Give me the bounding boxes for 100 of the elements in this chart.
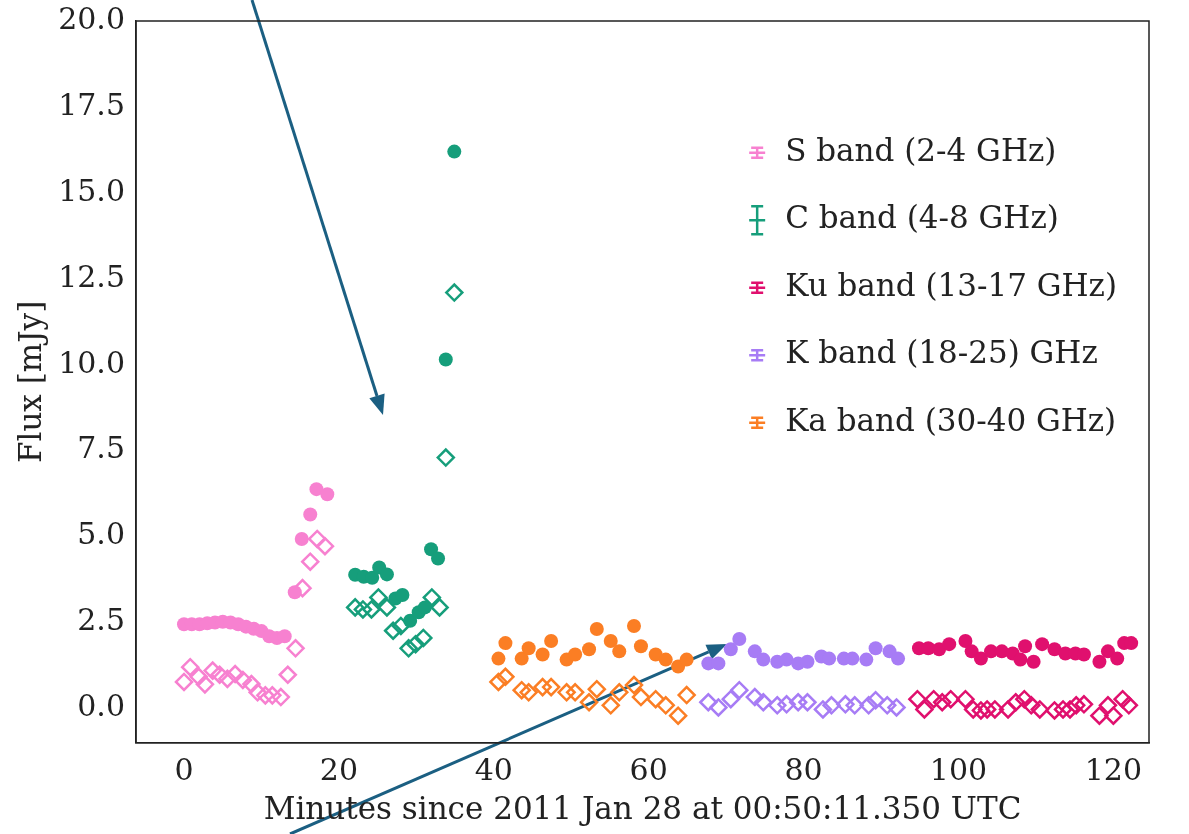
point (287, 585, 302, 600)
point (1045, 701, 1064, 720)
point (977, 700, 997, 719)
point (496, 667, 515, 687)
legend-label: Ku band (13-17 GHz) (785, 266, 1117, 303)
point (189, 667, 208, 687)
point (422, 588, 442, 607)
point (519, 683, 538, 702)
point (180, 657, 200, 677)
y-tick-label: 15.0 (58, 172, 125, 208)
point (233, 670, 253, 690)
point (800, 654, 815, 669)
y-tick-label: 7.5 (77, 430, 125, 466)
point (699, 692, 718, 712)
point (1060, 700, 1080, 719)
point (557, 683, 576, 702)
point (754, 692, 773, 712)
point (1018, 639, 1033, 654)
point (859, 652, 874, 667)
point (1006, 692, 1026, 712)
point (286, 639, 305, 658)
legend-label: S band (2-4 GHz) (785, 131, 1057, 168)
y-tick-label: 20.0 (58, 0, 125, 36)
point (1119, 696, 1139, 715)
x-tick-label: 20 (319, 751, 358, 787)
point (1110, 651, 1125, 666)
point (491, 651, 506, 666)
point (1013, 652, 1028, 667)
y-tick-label: 12.5 (58, 258, 125, 294)
point (438, 352, 453, 367)
point (399, 639, 418, 658)
point (788, 692, 808, 712)
point (589, 622, 604, 637)
y-axis-title: Flux [mJy] (11, 300, 48, 464)
point (963, 700, 983, 719)
y-tick-label: 0.0 (77, 688, 125, 724)
point (210, 665, 229, 684)
point (489, 672, 508, 692)
point (768, 696, 787, 715)
point (320, 487, 335, 502)
point (379, 567, 394, 582)
point (891, 651, 906, 666)
point (1098, 696, 1118, 715)
point (568, 647, 583, 662)
point (866, 690, 885, 710)
point (582, 642, 597, 657)
x-tick-label: 40 (474, 751, 513, 787)
point (225, 664, 245, 684)
point (565, 683, 585, 702)
point (908, 689, 927, 709)
point (732, 632, 747, 646)
point (362, 600, 381, 619)
point (646, 689, 665, 709)
point (631, 687, 651, 707)
point (985, 700, 1005, 719)
x-tick-label: 100 (929, 751, 988, 787)
point (677, 685, 696, 705)
point (248, 683, 267, 702)
point (822, 651, 837, 666)
point (822, 696, 841, 715)
point (218, 669, 237, 689)
x-tick-label: 120 (1084, 751, 1143, 787)
point (668, 706, 688, 725)
point (679, 652, 694, 667)
point (1026, 654, 1041, 669)
point (377, 598, 397, 617)
point (1113, 689, 1132, 709)
point (1100, 644, 1115, 659)
point (544, 634, 559, 649)
point (998, 700, 1018, 719)
point (777, 695, 796, 714)
x-tick-label: 0 (174, 751, 194, 787)
legend-label: K band (18-25) GHz (785, 334, 1098, 371)
point (309, 482, 324, 497)
x-tick-label: 80 (784, 751, 823, 787)
point (445, 283, 464, 302)
point (1015, 689, 1034, 709)
point (1090, 706, 1109, 725)
point (887, 698, 906, 717)
point (256, 686, 275, 705)
point (964, 644, 979, 659)
point (973, 651, 988, 666)
point (924, 689, 943, 709)
point (877, 696, 897, 715)
point (721, 689, 741, 709)
point (436, 448, 456, 467)
point (301, 552, 320, 571)
point (1104, 706, 1123, 725)
point (932, 642, 947, 657)
point (868, 641, 883, 656)
point (383, 621, 403, 640)
legend-label: C band (4-8 GHz) (785, 199, 1059, 236)
point (417, 600, 432, 615)
point (942, 637, 957, 652)
point (626, 618, 641, 633)
point (756, 652, 771, 667)
point (601, 696, 620, 715)
point (723, 642, 738, 657)
point (395, 588, 410, 602)
y-tick-label: 5.0 (77, 516, 125, 552)
